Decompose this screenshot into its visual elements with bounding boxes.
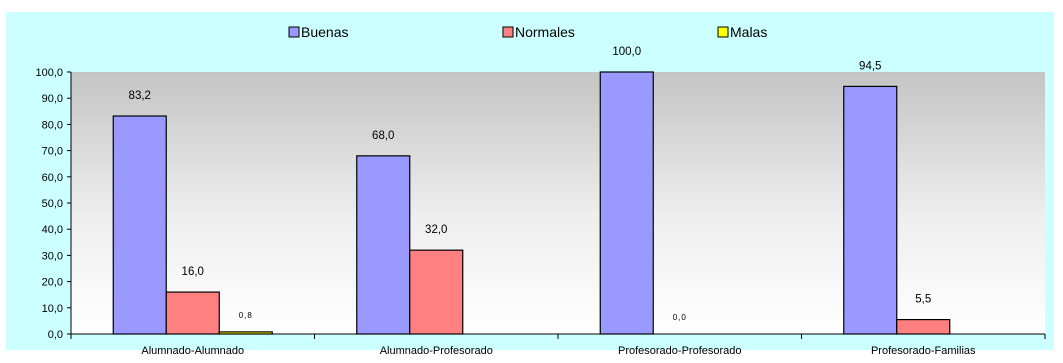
y-tick-label: 30,0 (42, 250, 63, 262)
x-tick-label: Alumnado-Profesorado (380, 345, 493, 357)
y-tick-label: 0,0 (48, 329, 63, 341)
y-tick-label: 50,0 (42, 198, 63, 210)
data-label-buenas-3: 94,5 (859, 60, 881, 72)
data-label-buenas-1: 68,0 (372, 130, 394, 142)
y-tick-label: 40,0 (42, 224, 63, 236)
bar-normales-3 (896, 318, 951, 335)
bar-buenas-2 (599, 71, 654, 335)
y-tick-label: 80,0 (42, 119, 63, 131)
bar-buenas-1 (356, 155, 411, 335)
bar-buenas-3 (843, 85, 898, 335)
bar-buenas-0 (112, 115, 167, 335)
legend-label-malas: Malas (730, 24, 767, 40)
y-tick-label: 90,0 (42, 93, 63, 105)
bar-normales-1 (409, 249, 464, 335)
data-label-malas-0: 0,8 (239, 311, 253, 320)
legend-swatch-buenas (288, 26, 300, 38)
legend-label-buenas: Buenas (301, 24, 348, 40)
y-tick-label: 60,0 (42, 172, 63, 184)
x-tick-label: Profesorado-Familias (871, 345, 976, 357)
y-tick-label: 20,0 (42, 277, 63, 289)
y-tick-label: 100,0 (35, 67, 63, 79)
data-label-normales-1: 32,0 (425, 224, 447, 236)
data-label-normales-3: 5,5 (915, 294, 931, 306)
data-label-buenas-0: 83,2 (129, 90, 151, 102)
data-label-normales-2: 0,0 (673, 313, 687, 322)
y-tick-label: 10,0 (42, 303, 63, 315)
legend-swatch-normales (502, 26, 514, 38)
legend-swatch-malas (717, 26, 729, 38)
y-tick-label: 70,0 (42, 146, 63, 158)
x-tick-label: Profesorado-Profesorado (618, 345, 742, 357)
bar-normales-0 (165, 291, 220, 335)
data-label-buenas-2: 100,0 (612, 46, 641, 58)
legend-label-normales: Normales (515, 24, 575, 40)
data-label-normales-0: 16,0 (182, 266, 204, 278)
x-tick-label: Alumnado-Alumnado (141, 345, 244, 357)
